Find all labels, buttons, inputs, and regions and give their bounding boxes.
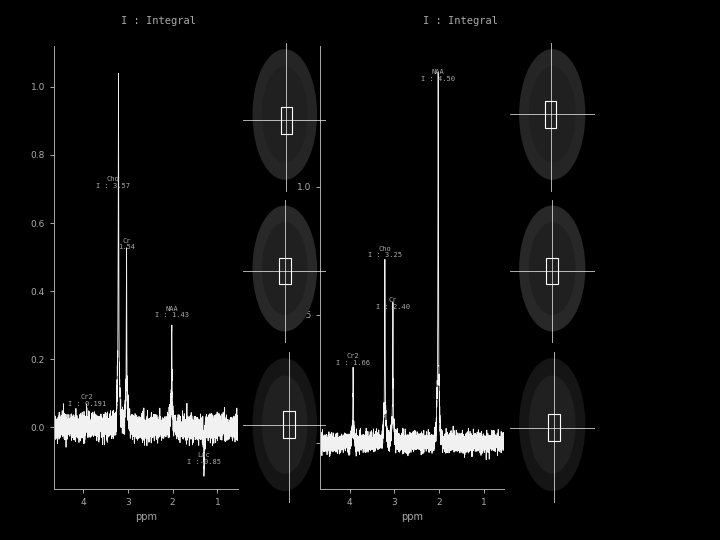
Text: Lac
I :-0.85: Lac I :-0.85 — [187, 453, 221, 465]
X-axis label: ppm: ppm — [135, 512, 157, 522]
Text: I : Integral: I : Integral — [423, 16, 498, 26]
Text: Cho
I : 3.25: Cho I : 3.25 — [368, 246, 402, 258]
Ellipse shape — [519, 49, 585, 180]
Bar — [281, 107, 292, 134]
Bar — [283, 411, 294, 438]
Ellipse shape — [262, 375, 307, 474]
Ellipse shape — [529, 222, 575, 315]
Text: I : Integral: I : Integral — [121, 16, 196, 26]
Ellipse shape — [519, 358, 585, 491]
Text: Cho
I : 3.57: Cho I : 3.57 — [96, 177, 130, 189]
Text: Cr
I : 2.40: Cr I : 2.40 — [376, 297, 410, 309]
Ellipse shape — [529, 375, 575, 474]
Ellipse shape — [262, 66, 307, 163]
Ellipse shape — [519, 206, 585, 332]
Text: NAA
I : 4.50: NAA I : 4.50 — [421, 69, 455, 82]
Ellipse shape — [529, 66, 575, 163]
Text: Cr
1.54: Cr 1.54 — [118, 238, 135, 250]
Bar — [279, 259, 291, 284]
Text: Cr2
I : 1.66: Cr2 I : 1.66 — [336, 353, 370, 366]
Ellipse shape — [253, 206, 317, 332]
Text: Cr2
I : 0.191: Cr2 I : 0.191 — [68, 394, 106, 407]
Bar — [546, 259, 558, 284]
Bar — [544, 101, 557, 128]
Ellipse shape — [253, 49, 317, 180]
Bar — [548, 414, 560, 441]
X-axis label: ppm: ppm — [401, 512, 423, 522]
Ellipse shape — [253, 358, 317, 491]
Ellipse shape — [262, 222, 307, 315]
Text: NAA
I : 1.43: NAA I : 1.43 — [155, 306, 189, 319]
